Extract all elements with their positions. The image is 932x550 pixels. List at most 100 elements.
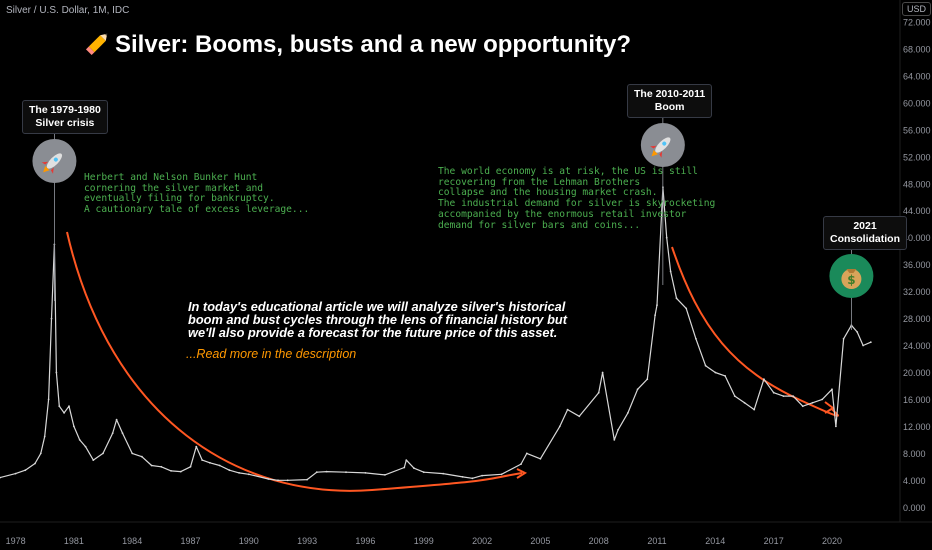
price-point — [102, 452, 104, 455]
price-point — [364, 472, 367, 474]
price-point — [656, 304, 658, 306]
price-point — [442, 472, 445, 475]
pencil-icon — [85, 33, 108, 56]
x-tick-label: 1987 — [180, 536, 200, 546]
price-point — [228, 469, 231, 472]
price-point — [55, 371, 58, 374]
y-tick-label: 12.000 — [903, 422, 931, 432]
x-tick-label: 1984 — [122, 536, 142, 546]
price-point — [141, 455, 143, 458]
x-tick-label: 2017 — [764, 536, 784, 546]
price-point — [179, 470, 182, 473]
price-point — [856, 331, 859, 333]
price-point — [43, 435, 46, 438]
price-point — [422, 471, 425, 474]
price-point — [520, 463, 522, 465]
price-point — [724, 375, 726, 377]
note-line: The world economy is at risk, the US is … — [438, 166, 698, 177]
y-tick-label: 60.000 — [903, 98, 931, 108]
y-tick-label: 0.000 — [903, 503, 926, 513]
price-point — [772, 391, 775, 394]
y-tick-label: 48.000 — [903, 179, 931, 189]
x-tick-label: 1990 — [239, 536, 259, 546]
callout-line: The 2010-2011 — [634, 88, 706, 100]
note-line: cornering the silver market and — [84, 182, 264, 194]
price-point — [714, 371, 717, 374]
article-line: boom and bust cycles through the lens of… — [188, 312, 567, 327]
price-point — [566, 408, 569, 411]
price-point — [111, 432, 114, 434]
price-point — [835, 425, 837, 428]
price-point — [842, 337, 845, 340]
symbol-info[interactable]: Silver / U.S. Dollar, 1M, IDC — [6, 5, 130, 16]
read-more-link[interactable]: ...Read more in the description — [186, 347, 357, 361]
price-point — [50, 317, 53, 320]
price-point — [461, 476, 464, 478]
price-point — [73, 425, 75, 428]
note-line: A cautionary tale of excess leverage... — [84, 204, 310, 216]
price-point — [753, 408, 756, 411]
price-point — [539, 457, 542, 460]
price-point — [782, 395, 785, 397]
x-tick-label: 1999 — [414, 536, 434, 546]
price-point — [170, 470, 173, 472]
price-point — [733, 395, 736, 397]
price-point — [685, 307, 688, 310]
price-point — [821, 398, 824, 401]
svg-text:$: $ — [847, 273, 855, 287]
price-point — [384, 474, 386, 476]
note-line: demand for silver bars and coins... — [438, 219, 641, 231]
price-point — [654, 314, 656, 317]
price-point — [131, 452, 134, 455]
price-point — [471, 477, 474, 480]
y-tick-label: 52.000 — [903, 152, 931, 162]
arrow-head — [516, 468, 528, 479]
price-point — [84, 445, 87, 448]
price-point — [315, 471, 318, 474]
price-point — [481, 474, 483, 477]
y-tick-label: 36.000 — [903, 260, 931, 270]
callout-2011-boom: The 2010-2011 Boom — [627, 84, 713, 118]
note-line: collapse and the housing market crash. — [438, 187, 658, 199]
note-line: Herbert and Nelson Bunker Hunt — [84, 172, 258, 183]
currency-badge[interactable]: USD — [902, 2, 932, 16]
callout-1980-crisis: The 1979-1980 Silver crisis — [22, 100, 108, 134]
price-point — [47, 398, 50, 401]
y-axis: 72.000 68.000 64.000 60.000 56.000 52.000 48.0… — [899, 0, 931, 522]
price-point — [704, 364, 707, 367]
page-title: Silver: Booms, busts and a new opportuni… — [85, 30, 631, 59]
price-point — [403, 466, 406, 469]
annotation-markers: $ — [32, 115, 874, 330]
price-point — [578, 415, 581, 418]
price-line — [0, 186, 872, 481]
price-point — [862, 344, 864, 347]
price-point — [277, 479, 279, 482]
y-tick-label: 8.000 — [903, 449, 926, 459]
rocket-icon — [41, 153, 63, 174]
callout-line: 2021 — [853, 220, 877, 232]
price-point — [306, 478, 308, 481]
x-tick-label: 1993 — [297, 536, 317, 546]
price-point — [160, 465, 163, 468]
price-point — [345, 471, 347, 474]
y-tick-label: 28.000 — [903, 314, 931, 324]
price-point — [247, 473, 250, 476]
price-point — [115, 418, 118, 421]
price-point — [189, 465, 192, 468]
callout-line: Silver crisis — [35, 117, 95, 129]
price-point — [413, 467, 415, 470]
price-point — [150, 464, 153, 467]
price-point — [801, 405, 804, 408]
article-line: we'll also provide a forecast for the fu… — [188, 325, 558, 340]
price-point — [34, 462, 36, 465]
x-axis: 1978 1981 1984 1987 1990 1993 1996 1999 2002 2005… — [0, 521, 932, 546]
price-point — [121, 432, 124, 434]
price-point — [78, 439, 81, 441]
price-point — [525, 452, 528, 455]
price-point — [743, 401, 746, 404]
y-tick-label: 32.000 — [903, 287, 931, 297]
price-point — [627, 412, 629, 414]
y-tick-label: 44.000 — [903, 206, 931, 216]
price-series — [0, 186, 872, 482]
